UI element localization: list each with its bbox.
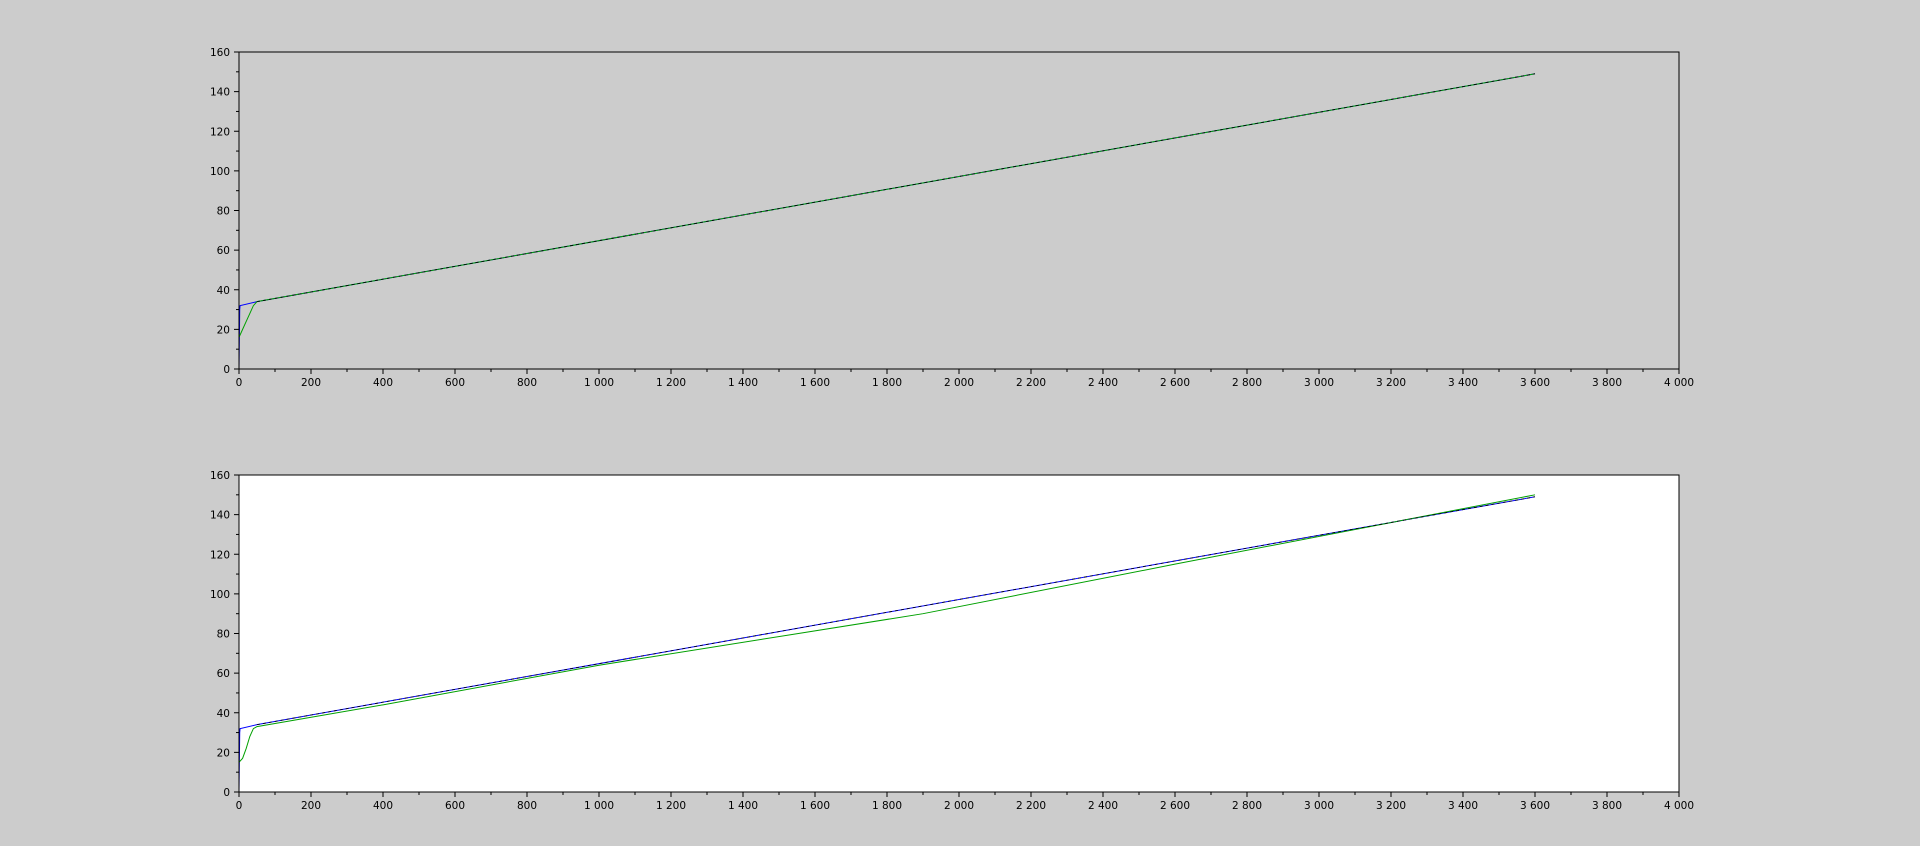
x-tick-label: 800: [517, 377, 537, 389]
x-tick-label: 1 400: [728, 377, 758, 389]
x-tick-label: 3 400: [1448, 800, 1478, 812]
y-tick-label: 100: [210, 589, 230, 601]
bottom-plot: 0 200 400 600 800 1 000 1 200 1 400 1 600 1 800 2 …: [210, 470, 1694, 812]
x-tick-label: 3 600: [1520, 377, 1550, 389]
y-tick-label: 0: [223, 364, 230, 376]
y-tick-label: 160: [210, 47, 230, 59]
x-tick-label: 1 200: [656, 800, 686, 812]
y-tick-label: 80: [217, 629, 230, 641]
x-tick-label: 400: [373, 377, 393, 389]
y-tick-label: 60: [217, 668, 230, 680]
x-tick-label: 2 600: [1160, 800, 1190, 812]
x-tick-label: 2 200: [1016, 800, 1046, 812]
x-tick-label: 2 400: [1088, 800, 1118, 812]
x-tick-label: 1 600: [800, 800, 830, 812]
plot-area: [239, 52, 1679, 369]
x-tick-label: 800: [517, 800, 537, 812]
x-tick-label: 200: [301, 800, 321, 812]
y-tick-label: 80: [217, 206, 230, 218]
x-tick-label: 2 400: [1088, 377, 1118, 389]
plot-area: [239, 475, 1679, 792]
x-tick-label: 3 200: [1376, 377, 1406, 389]
x-tick-label: 2 600: [1160, 377, 1190, 389]
x-tick-label: 0: [236, 800, 243, 812]
y-tick-label: 40: [217, 708, 230, 720]
x-tick-label: 3 000: [1304, 800, 1334, 812]
y-tick-label: 120: [210, 549, 230, 561]
x-tick-label: 600: [445, 800, 465, 812]
y-tick-label: 60: [217, 245, 230, 257]
y-tick-label: 0: [223, 787, 230, 799]
x-tick-label: 4 000: [1664, 800, 1694, 812]
x-tick-label: 1 000: [584, 377, 614, 389]
y-tick-label: 140: [210, 510, 230, 522]
y-tick-label: 100: [210, 166, 230, 178]
y-tick-label: 120: [210, 126, 230, 138]
x-tick-label: 200: [301, 377, 321, 389]
series-line-2: [256, 73, 1536, 303]
x-tick-label: 2 800: [1232, 800, 1262, 812]
x-tick-label: 3 000: [1304, 377, 1334, 389]
x-tick-label: 1 000: [584, 800, 614, 812]
x-tick-label: 3 400: [1448, 377, 1478, 389]
y-tick-label: 160: [210, 470, 230, 482]
x-tick-label: 2 800: [1232, 377, 1262, 389]
x-tick-label: 0: [236, 377, 243, 389]
x-tick-label: 2 000: [944, 377, 974, 389]
x-tick-label: 4 000: [1664, 377, 1694, 389]
x-tick-label: 1 800: [872, 800, 902, 812]
x-tick-label: 1 400: [728, 800, 758, 812]
y-tick-label: 20: [217, 324, 230, 336]
x-tick-label: 400: [373, 800, 393, 812]
y-tick-label: 20: [217, 747, 230, 759]
y-tick-label: 40: [217, 285, 230, 297]
series-line-1: [239, 494, 1536, 763]
x-tick-label: 2 200: [1016, 377, 1046, 389]
x-tick-label: 3 800: [1592, 377, 1622, 389]
series-line-2: [256, 496, 1536, 726]
x-tick-label: 3 600: [1520, 800, 1550, 812]
y-tick-label: 140: [210, 87, 230, 99]
x-tick-label: 600: [445, 377, 465, 389]
x-tick-label: 1 200: [656, 377, 686, 389]
x-tick-label: 2 000: [944, 800, 974, 812]
top-plot: 0 200 400 600 800 1 000 1 200 1 400 1 600 1 800 2 …: [210, 47, 1694, 389]
x-tick-label: 1 800: [872, 377, 902, 389]
x-tick-label: 3 200: [1376, 800, 1406, 812]
x-tick-label: 3 800: [1592, 800, 1622, 812]
x-tick-label: 1 600: [800, 377, 830, 389]
